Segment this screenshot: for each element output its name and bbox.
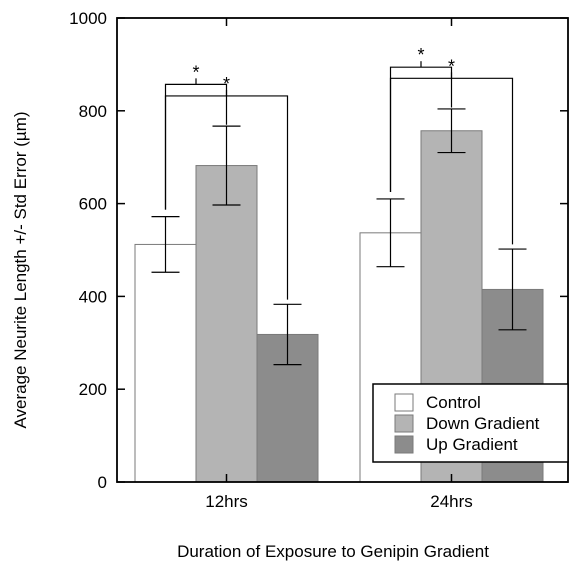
x-tick-label: 24hrs [430, 492, 473, 511]
bar-0-0 [134, 243, 197, 483]
y-tick-label: 800 [79, 102, 107, 121]
significance-label: * [417, 45, 424, 65]
y-tick-label: 1000 [69, 9, 107, 28]
legend-swatch [394, 414, 414, 433]
significance-label: * [192, 62, 199, 82]
legend-label: Up Gradient [426, 435, 518, 454]
x-tick-label: 12hrs [205, 492, 248, 511]
plot-area: 0 200 400 600 800 1000 * * * * 12hrs 24hrs Control Do… [69, 9, 569, 511]
x-axis-label: Duration of Exposure to Genipin Gradient [177, 542, 489, 561]
legend-swatch [394, 435, 414, 454]
legend-label: Down Gradient [426, 414, 540, 433]
bar-0-1 [195, 165, 258, 483]
plot-frame [116, 17, 569, 483]
y-tick-label: 600 [79, 195, 107, 214]
significance-label: * [223, 74, 230, 94]
y-tick-label: 400 [79, 287, 107, 306]
significance-label: * [448, 56, 455, 76]
legend-label: Control [426, 393, 481, 412]
legend-swatch [394, 393, 414, 412]
y-tick-label: 200 [79, 380, 107, 399]
y-axis-label: Average Neurite Length +/- Std Error (µm… [11, 111, 30, 428]
y-tick-label: 0 [98, 473, 107, 492]
